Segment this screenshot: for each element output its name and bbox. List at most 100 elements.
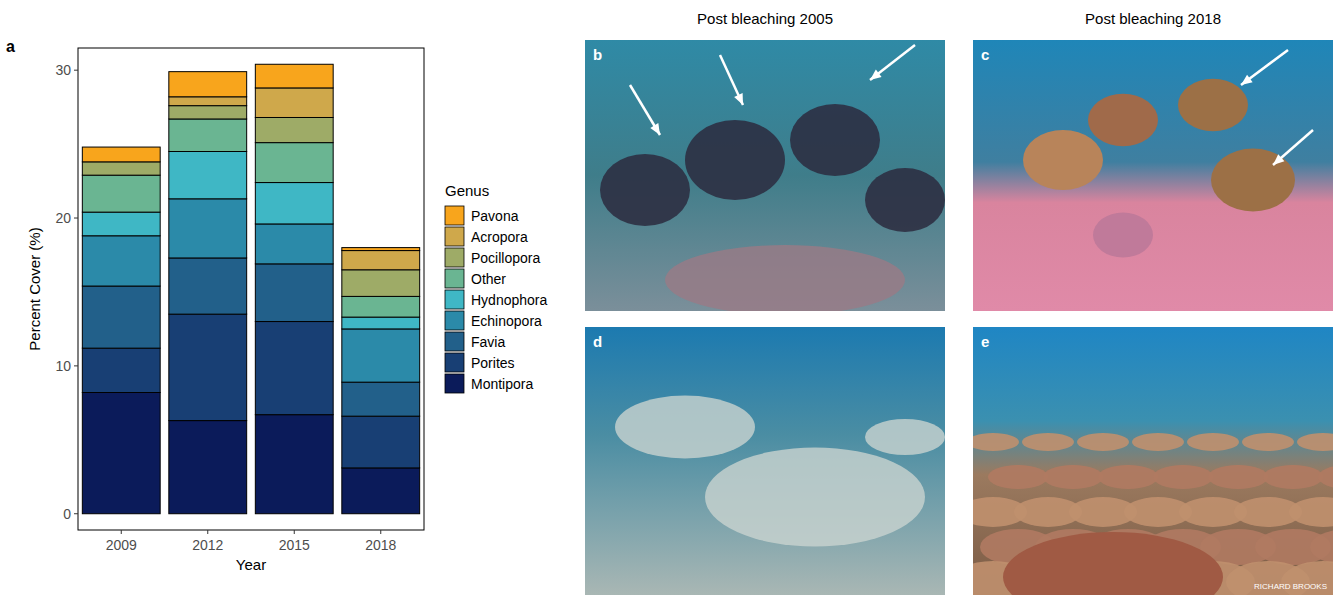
photo bbox=[973, 327, 1333, 595]
legend-key bbox=[445, 353, 464, 372]
x-tick-label: 2009 bbox=[106, 537, 137, 553]
coral bbox=[1187, 433, 1239, 451]
panel-letter: e bbox=[981, 333, 989, 350]
bar-segment bbox=[82, 212, 160, 236]
bar-segment bbox=[342, 248, 420, 251]
coral bbox=[600, 154, 690, 226]
coral bbox=[1297, 433, 1333, 451]
legend-key bbox=[445, 269, 464, 288]
coral bbox=[1318, 465, 1333, 489]
coral bbox=[1178, 79, 1248, 132]
coral bbox=[1003, 532, 1223, 595]
bar-segment bbox=[255, 64, 333, 88]
bar-segment bbox=[255, 224, 333, 264]
coral bbox=[615, 396, 755, 459]
coral bbox=[1289, 497, 1333, 527]
coral bbox=[1242, 433, 1294, 451]
legend-label: Favia bbox=[471, 334, 505, 350]
bar-segment bbox=[342, 382, 420, 416]
coral bbox=[790, 104, 880, 176]
bar-segment bbox=[342, 270, 420, 297]
y-tick-label: 10 bbox=[55, 358, 71, 374]
legend-key bbox=[445, 227, 464, 246]
bar-segment bbox=[342, 329, 420, 382]
coral bbox=[1093, 213, 1153, 258]
arrow bbox=[720, 55, 743, 105]
x-tick-label: 2018 bbox=[365, 537, 396, 553]
legend-key bbox=[445, 374, 464, 393]
bar-segment bbox=[82, 392, 160, 513]
coral bbox=[865, 168, 945, 232]
coral bbox=[865, 419, 945, 455]
bar-segment bbox=[169, 151, 247, 198]
photo bbox=[585, 327, 945, 595]
column-header: Post bleaching 2018 bbox=[1085, 10, 1221, 27]
coral bbox=[988, 465, 1048, 489]
bar-segment bbox=[82, 348, 160, 392]
x-axis-title: Year bbox=[236, 556, 266, 573]
legend-label: Other bbox=[471, 271, 506, 287]
coral bbox=[1310, 529, 1333, 565]
y-tick bbox=[74, 513, 78, 514]
bar-segment bbox=[82, 286, 160, 348]
bar-segment bbox=[169, 421, 247, 514]
legend-key bbox=[445, 290, 464, 309]
bar-segment bbox=[169, 314, 247, 420]
bar-segment bbox=[255, 415, 333, 514]
y-tick-label: 30 bbox=[55, 62, 71, 78]
coral bbox=[685, 120, 785, 200]
coral bbox=[1153, 465, 1213, 489]
coral bbox=[1022, 433, 1074, 451]
bar-segment bbox=[169, 199, 247, 258]
page: 01020302009201220152018YearPercent Cover… bbox=[0, 0, 1334, 596]
legend-label: Acropora bbox=[471, 229, 528, 245]
coral bbox=[1132, 433, 1184, 451]
arrow-head bbox=[1273, 154, 1284, 165]
coral bbox=[705, 448, 925, 547]
y-tick bbox=[74, 365, 78, 366]
y-axis-title: Percent Cover (%) bbox=[26, 227, 43, 350]
legend-key bbox=[445, 332, 464, 351]
legend-label: Hydnophora bbox=[471, 292, 547, 308]
panel-letter: b bbox=[593, 46, 602, 63]
watermark: RICHARD BROOKS bbox=[1254, 582, 1327, 591]
coral bbox=[1098, 465, 1158, 489]
column-header: Post bleaching 2005 bbox=[697, 10, 833, 27]
bar-segment bbox=[169, 72, 247, 97]
photo bbox=[973, 40, 1333, 311]
arrow-head bbox=[650, 123, 660, 135]
bar-segment bbox=[255, 88, 333, 118]
arrow-head bbox=[1241, 75, 1253, 85]
coral bbox=[1043, 465, 1103, 489]
bar-segment bbox=[255, 183, 333, 224]
coral bbox=[1208, 465, 1268, 489]
x-tick bbox=[380, 530, 381, 534]
bar-segment bbox=[82, 162, 160, 175]
legend-label: Pocillopora bbox=[471, 250, 540, 266]
bar-segment bbox=[255, 322, 333, 415]
y-tick bbox=[74, 218, 78, 219]
photo-background bbox=[585, 327, 945, 595]
coral bbox=[665, 245, 905, 311]
legend-key bbox=[445, 206, 464, 225]
bar-segment bbox=[342, 251, 420, 270]
bar-segment bbox=[255, 143, 333, 183]
arrow bbox=[1241, 50, 1288, 85]
bar-segment bbox=[169, 97, 247, 106]
legend-key bbox=[445, 248, 464, 267]
panel-letter: d bbox=[593, 333, 602, 350]
x-tick-label: 2015 bbox=[279, 537, 310, 553]
y-tick bbox=[74, 70, 78, 71]
legend-label: Echinopora bbox=[471, 313, 542, 329]
photo-background bbox=[973, 40, 1333, 311]
y-tick-label: 0 bbox=[63, 506, 71, 522]
arrow-head bbox=[870, 70, 882, 80]
bar-segment bbox=[342, 317, 420, 329]
bar-segment bbox=[342, 416, 420, 468]
bar-segment bbox=[342, 296, 420, 317]
bar-segment bbox=[255, 117, 333, 142]
x-tick bbox=[121, 530, 122, 534]
bars bbox=[82, 64, 419, 513]
panel-letter: c bbox=[981, 46, 989, 63]
coral bbox=[1088, 94, 1158, 147]
